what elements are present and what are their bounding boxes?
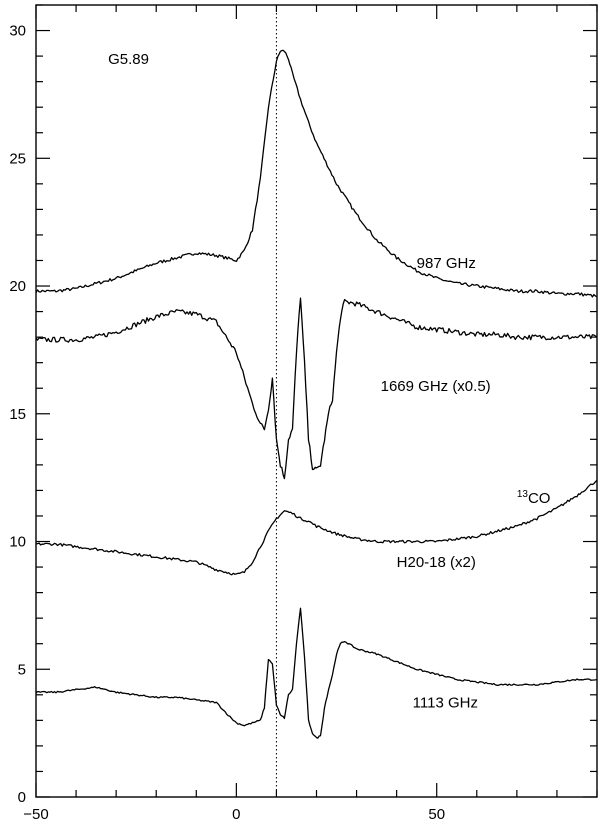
y-tick-label: 25 [9,150,26,167]
y-tick-label: 20 [9,278,26,295]
series-line-3 [36,607,597,739]
y-tick-label: 30 [9,23,26,40]
x-tick-label: −50 [23,806,48,823]
x-tick-label: 0 [232,806,240,823]
annotation-lbl-h2o18: H20-18 (x2) [397,554,476,571]
y-tick-label: 15 [9,406,26,423]
annotation-13co-sup: 13 [517,489,529,500]
annotation-13co: 13CO [517,489,551,507]
annotations: G5.89 987 GHz 1669 GHz (x0.5) H20-18 (x2) 11… [108,51,550,712]
series-line-1 [36,297,597,480]
annotation-13co-text: CO [528,490,551,507]
plot-content [36,5,597,797]
y-tick-label: 0 [18,789,26,806]
annotation-lbl-1113: 1113 GHz [413,695,478,712]
annotation-lbl-1669: 1669 GHz (x0.5) [381,378,491,395]
annotation-source: G5.89 [108,51,149,68]
annotation-lbl-987: 987 GHz [417,255,476,272]
y-tick-label: 5 [18,661,26,678]
plot-frame [35,4,598,798]
series-line-2 [36,479,597,576]
x-tick-label: 50 [428,806,445,823]
series-line-0 [36,49,597,298]
y-tick-label: 10 [9,534,26,551]
